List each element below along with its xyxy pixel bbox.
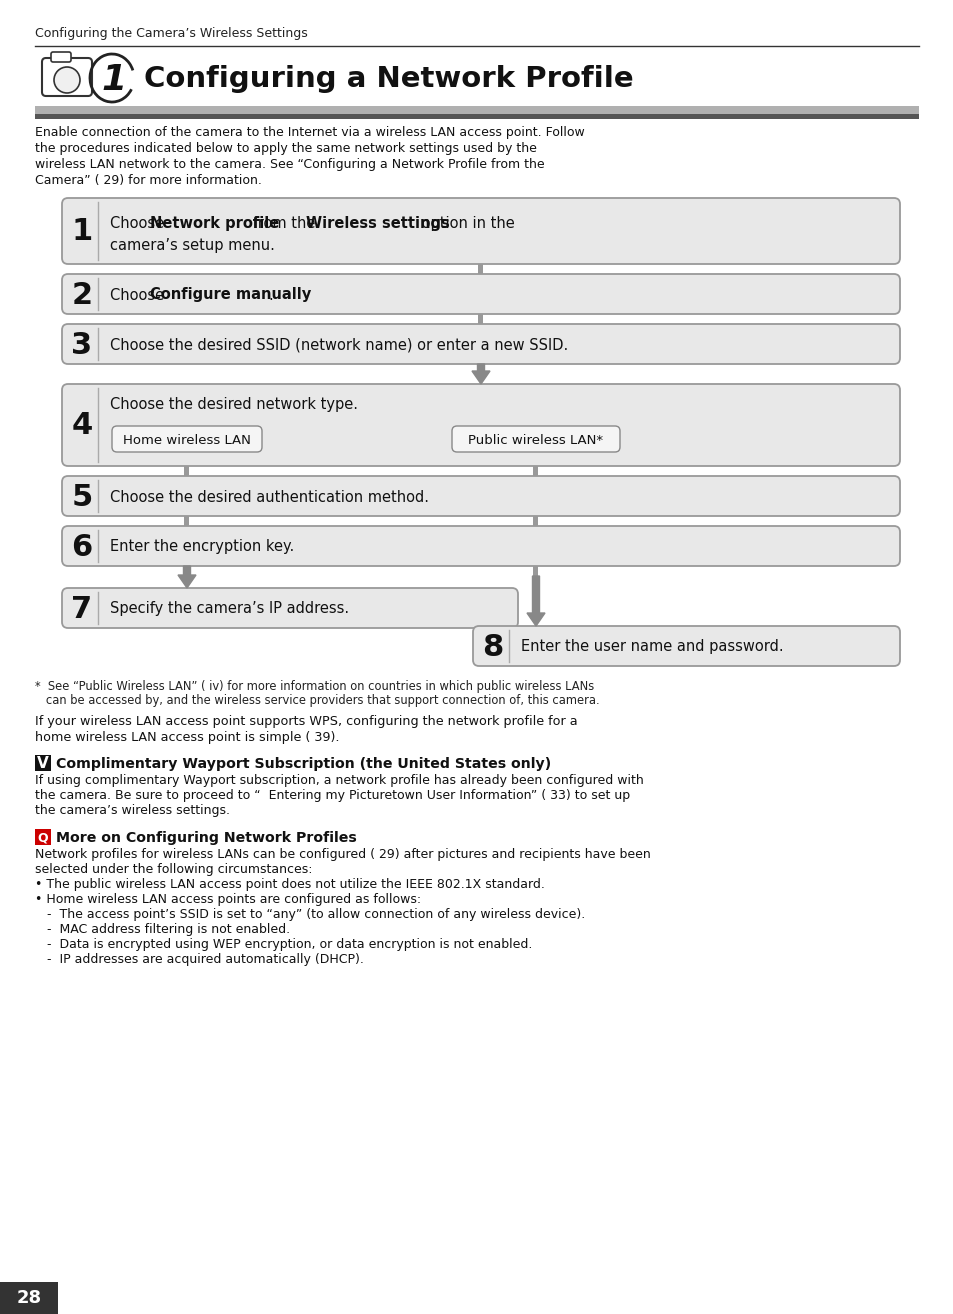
- FancyBboxPatch shape: [62, 476, 899, 516]
- Text: wireless LAN network to the camera. See “Configuring a Network Profile from the: wireless LAN network to the camera. See …: [35, 158, 544, 171]
- Text: from the: from the: [248, 215, 320, 231]
- Text: Public wireless LAN*: Public wireless LAN*: [468, 434, 603, 447]
- Text: 28: 28: [16, 1289, 42, 1307]
- Text: Specify the camera’s IP address.: Specify the camera’s IP address.: [110, 602, 349, 616]
- FancyBboxPatch shape: [62, 325, 899, 364]
- Bar: [533, 466, 537, 476]
- Text: 7: 7: [71, 594, 92, 624]
- FancyBboxPatch shape: [42, 58, 91, 96]
- Circle shape: [54, 67, 80, 93]
- Text: • Home wireless LAN access points are configured as follows:: • Home wireless LAN access points are co…: [35, 894, 420, 905]
- Text: .: .: [268, 288, 273, 302]
- FancyBboxPatch shape: [112, 426, 262, 452]
- Text: Choose the desired SSID (network name) or enter a new SSID.: Choose the desired SSID (network name) o…: [110, 338, 568, 352]
- Text: Choose: Choose: [110, 215, 169, 231]
- Text: Configure manually: Configure manually: [150, 288, 312, 302]
- Text: camera’s setup menu.: camera’s setup menu.: [110, 238, 274, 254]
- Bar: [35, 756, 51, 771]
- Circle shape: [62, 75, 71, 85]
- Text: Enter the user name and password.: Enter the user name and password.: [520, 640, 782, 654]
- Bar: [533, 566, 537, 576]
- Text: 1: 1: [71, 218, 92, 247]
- FancyBboxPatch shape: [473, 625, 899, 666]
- Text: V: V: [37, 757, 49, 771]
- Text: -  Data is encrypted using WEP encryption, or data encryption is not enabled.: - Data is encrypted using WEP encryption…: [35, 938, 532, 951]
- Text: More on Configuring Network Profiles: More on Configuring Network Profiles: [56, 830, 356, 845]
- FancyArrow shape: [526, 576, 544, 625]
- Text: Complimentary Wayport Subscription (the United States only): Complimentary Wayport Subscription (the …: [56, 757, 551, 771]
- Text: -  The access point’s SSID is set to “any” (to allow connection of any wireless : - The access point’s SSID is set to “any…: [35, 908, 584, 921]
- Bar: [533, 516, 537, 526]
- Text: Network profile: Network profile: [150, 215, 279, 231]
- Text: 1: 1: [101, 63, 127, 97]
- Text: the camera. Be sure to proceed to “  Entering my Picturetown User Information” (: the camera. Be sure to proceed to “ Ente…: [35, 788, 630, 802]
- Bar: [35, 106, 918, 114]
- FancyBboxPatch shape: [62, 384, 899, 466]
- FancyBboxPatch shape: [62, 587, 517, 628]
- Text: Choose the desired network type.: Choose the desired network type.: [110, 397, 357, 411]
- Text: 4: 4: [71, 411, 92, 440]
- Circle shape: [58, 71, 76, 89]
- Text: 8: 8: [482, 632, 503, 661]
- Text: 6: 6: [71, 532, 92, 561]
- Text: can be accessed by, and the wireless service providers that support connection o: can be accessed by, and the wireless ser…: [35, 694, 599, 707]
- Text: the camera’s wireless settings.: the camera’s wireless settings.: [35, 804, 230, 817]
- Text: option in the: option in the: [416, 215, 515, 231]
- Text: Configuring the Camera’s Wireless Settings: Configuring the Camera’s Wireless Settin…: [35, 28, 308, 39]
- Bar: [35, 829, 51, 845]
- Text: Home wireless LAN: Home wireless LAN: [123, 434, 251, 447]
- Text: home wireless LAN access point is simple ( 39).: home wireless LAN access point is simple…: [35, 731, 339, 744]
- Text: *  See “Public Wireless LAN” ( iv) for more information on countries in which pu: * See “Public Wireless LAN” ( iv) for mo…: [35, 681, 594, 692]
- FancyArrow shape: [178, 566, 195, 587]
- Text: Choose: Choose: [110, 288, 169, 302]
- FancyBboxPatch shape: [62, 198, 899, 264]
- Bar: [0, 1282, 58, 1314]
- Text: Network profiles for wireless LANs can be configured ( 29) after pictures and re: Network profiles for wireless LANs can b…: [35, 848, 650, 861]
- Text: 3: 3: [71, 331, 92, 360]
- Bar: [184, 466, 190, 476]
- FancyBboxPatch shape: [51, 53, 71, 62]
- Text: If using complimentary Wayport subscription, a network profile has already been : If using complimentary Wayport subscript…: [35, 774, 643, 787]
- Text: -  IP addresses are acquired automatically (DHCP).: - IP addresses are acquired automaticall…: [35, 953, 363, 966]
- Text: Enable connection of the camera to the Internet via a wireless LAN access point.: Enable connection of the camera to the I…: [35, 126, 584, 139]
- Text: Q: Q: [38, 832, 49, 845]
- Bar: [184, 516, 190, 526]
- Text: Camera” ( 29) for more information.: Camera” ( 29) for more information.: [35, 173, 262, 187]
- Bar: [478, 264, 483, 275]
- Text: Choose the desired authentication method.: Choose the desired authentication method…: [110, 490, 429, 505]
- Text: selected under the following circumstances:: selected under the following circumstanc…: [35, 863, 313, 876]
- Text: Wireless settings: Wireless settings: [306, 215, 449, 231]
- Text: • The public wireless LAN access point does not utilize the IEEE 802.1X standard: • The public wireless LAN access point d…: [35, 878, 544, 891]
- Text: the procedures indicated below to apply the same network settings used by the: the procedures indicated below to apply …: [35, 142, 537, 155]
- FancyBboxPatch shape: [62, 275, 899, 314]
- Text: 5: 5: [71, 482, 92, 511]
- Text: 2: 2: [71, 280, 92, 310]
- FancyBboxPatch shape: [62, 526, 899, 566]
- Bar: [478, 314, 483, 325]
- Text: If your wireless LAN access point supports WPS, configuring the network profile : If your wireless LAN access point suppor…: [35, 715, 577, 728]
- Text: -  MAC address filtering is not enabled.: - MAC address filtering is not enabled.: [35, 922, 290, 936]
- Text: Enter the encryption key.: Enter the encryption key.: [110, 540, 294, 555]
- Text: Configuring a Network Profile: Configuring a Network Profile: [144, 64, 633, 93]
- FancyArrow shape: [472, 364, 490, 384]
- Bar: [35, 114, 918, 120]
- FancyBboxPatch shape: [452, 426, 619, 452]
